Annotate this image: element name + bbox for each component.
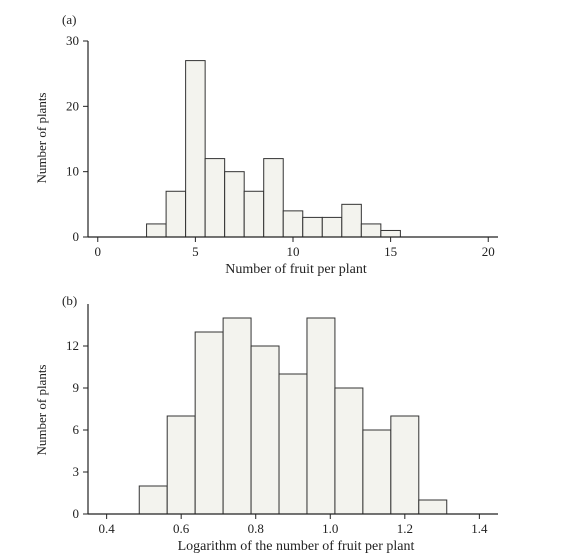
panel-a-label: (a): [62, 12, 76, 27]
panel-a-x-tick-label-3: 15: [384, 244, 397, 259]
panel-b-axes: 0 3 6 9 12 0.4 0.6 0.8 1.0 1.2 1.4: [66, 304, 498, 536]
panel-a-y-tick-label-0: 0: [73, 229, 80, 244]
panel-b-x-tick-label-2: 0.8: [248, 521, 264, 536]
panel-b-bar-9: [390, 415, 420, 515]
panel-b-y-tick-label-3: 9: [73, 380, 80, 395]
panel-b-y-tick-label-4: 12: [66, 338, 79, 353]
panel-a-bar-7: [243, 190, 265, 238]
panel-a-axes: 0 10 20 30 0 5 10 15 20: [66, 33, 498, 259]
panel-a-bar-5: [204, 158, 226, 238]
panel-b-bar-1: [166, 415, 196, 515]
panel-b-x-tick-label-0: 0.4: [99, 521, 116, 536]
panel-a-x-tick-label-0: 0: [95, 244, 102, 259]
panel-b-bar-4: [250, 345, 280, 515]
panel-a-x-axis-label: Number of fruit per plant: [225, 262, 367, 277]
panel-a-bar-3: [165, 190, 187, 238]
panel-a-bar-6: [224, 171, 245, 238]
panel-a-y-tick-label-2: 20: [66, 98, 79, 113]
panel-a: (a) Number of plants Number of fruit per…: [34, 12, 498, 277]
panel-a-y-axis-label: Number of plants: [34, 93, 49, 184]
panel-b-y-axis-label: Number of plants: [34, 365, 49, 456]
panel-a-y-tick-label-1: 10: [66, 164, 79, 179]
panel-b-bar-3: [222, 317, 252, 515]
panel-b-x-tick-label-5: 1.4: [471, 521, 488, 536]
panel-b-y-tick-label-1: 3: [73, 464, 80, 479]
panel-a-bar-4: [185, 60, 206, 238]
panel-a-bar-13: [360, 223, 382, 238]
panel-a-x-tick-label-4: 20: [482, 244, 495, 259]
panel-a-bar-9: [282, 210, 304, 238]
panel-a-bar-2: [146, 223, 167, 238]
panel-b: (b) Number of plants Logarithm of the nu…: [34, 293, 498, 554]
panel-a-bar-8: [263, 158, 284, 238]
panel-b-label: (b): [62, 293, 77, 308]
panel-b-bar-7: [334, 387, 364, 515]
panel-b-bar-8: [362, 429, 392, 515]
panel-b-y-tick-label-0: 0: [73, 506, 80, 521]
panel-a-bar-10: [302, 216, 323, 238]
panel-b-bar-5: [278, 373, 308, 515]
panel-a-y-tick-label-3: 30: [66, 33, 79, 48]
panel-a-bar-14: [380, 229, 401, 238]
panel-a-x-tick-label-1: 5: [192, 244, 199, 259]
panel-b-bar-10: [418, 499, 448, 515]
panel-b-x-axis-label: Logarithm of the number of fruit per pla…: [178, 539, 415, 554]
panel-b-bar-6: [306, 317, 336, 515]
panel-b-x-tick-label-4: 1.2: [397, 521, 413, 536]
panel-b-x-tick-label-3: 1.0: [322, 521, 338, 536]
panel-b-bar-0: [138, 485, 168, 515]
panel-b-bars: [138, 317, 448, 515]
panel-a-bars: [146, 60, 401, 238]
panel-a-x-tick-label-2: 10: [287, 244, 300, 259]
panel-a-bar-11: [321, 216, 343, 238]
panel-b-bar-2: [194, 331, 224, 515]
panel-b-x-tick-label-1: 0.6: [173, 521, 190, 536]
panel-b-y-tick-label-2: 6: [73, 422, 80, 437]
panel-a-bar-12: [341, 203, 362, 238]
